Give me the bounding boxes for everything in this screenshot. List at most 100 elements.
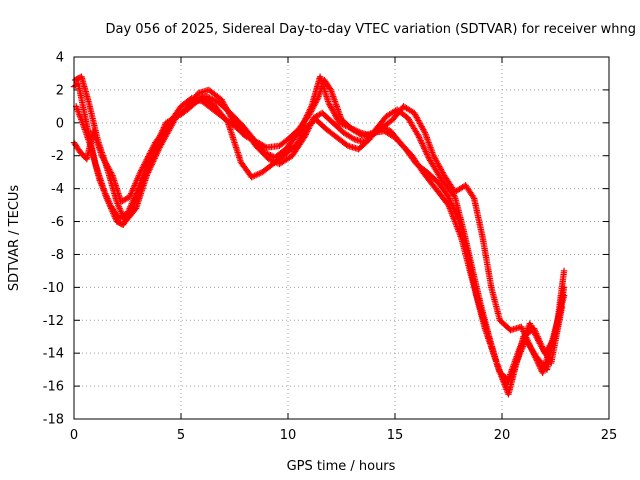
- series-marker-trail: [388, 129, 404, 147]
- series-marker-trail: [401, 104, 416, 116]
- y-tick-label: -10: [43, 281, 64, 296]
- series-marker-trail: [322, 78, 334, 92]
- plot-frame: [73, 56, 610, 420]
- series-marker-trail: [137, 140, 158, 174]
- series-marker-trail: [324, 127, 340, 140]
- series-marker-trail: [200, 99, 215, 112]
- series-marker-trail: [249, 169, 264, 180]
- x-tick-label: 10: [280, 428, 297, 443]
- series-marker-trail: [488, 285, 503, 322]
- series-marker-trail: [273, 146, 288, 160]
- y-tick-label: -6: [51, 215, 64, 230]
- y-axis-label: SDTVAR / TECUs: [7, 185, 22, 292]
- series-marker-trail: [271, 153, 286, 167]
- series-marker-trail: [119, 194, 132, 205]
- x-tick-label: 15: [387, 428, 404, 443]
- series-marker-trail: [234, 125, 248, 139]
- series-marker-trail: [330, 120, 346, 135]
- data-layer: [70, 73, 568, 398]
- series-marker-trail: [480, 315, 495, 349]
- series-marker-trail: [281, 142, 299, 158]
- series-marker-trail: [439, 178, 458, 199]
- series-marker-trail: [445, 203, 464, 240]
- data-point: [560, 267, 568, 275]
- x-tick-label: 5: [177, 428, 185, 443]
- data-point: [560, 292, 568, 299]
- series-marker-trail: [441, 173, 458, 194]
- x-tick-label: 25: [601, 428, 618, 443]
- series-marker-trail: [294, 124, 310, 146]
- series-marker-trail: [337, 120, 352, 131]
- series-marker-trail: [73, 104, 86, 125]
- series-marker-trail: [539, 335, 557, 375]
- y-tick-label: 0: [56, 116, 64, 131]
- series-marker-trail: [425, 170, 440, 185]
- series-marker-trail: [238, 160, 254, 179]
- series-marker-trail: [463, 183, 477, 201]
- series-trace-c: [70, 93, 566, 383]
- series-marker-trail: [335, 135, 350, 149]
- x-tick-label: 20: [494, 428, 511, 443]
- series-marker-trail: [97, 178, 113, 207]
- series-marker-trail: [75, 81, 88, 117]
- series-marker-trail: [420, 170, 438, 191]
- series-marker-trail: [109, 173, 124, 204]
- series-marker-trail: [225, 121, 244, 164]
- series-marker-trail: [488, 345, 503, 375]
- y-tick-label: -2: [51, 149, 64, 164]
- series-marker-trail: [356, 137, 372, 152]
- data-point: [203, 93, 210, 100]
- series-marker-trail: [399, 142, 415, 158]
- series-marker-trail: [550, 294, 567, 339]
- y-tick-label: -16: [43, 380, 64, 395]
- series-marker-trail: [135, 154, 154, 191]
- series-marker-trail: [213, 104, 231, 125]
- series-marker-trail: [127, 170, 143, 199]
- series-trace-d: [71, 73, 568, 377]
- series-marker-trail: [123, 206, 139, 224]
- series-marker-trail: [405, 116, 421, 138]
- chart-title: Day 056 of 2025, Sidereal Day-to-day VTE…: [106, 22, 637, 37]
- series-marker-trail: [94, 137, 111, 174]
- series-marker-trail: [409, 154, 426, 174]
- series-marker-trail: [431, 154, 447, 178]
- series-marker-trail: [133, 173, 150, 210]
- series-marker-trail: [277, 153, 295, 167]
- series-marker-trail: [217, 100, 233, 116]
- x-axis-label: GPS time / hours: [287, 459, 396, 474]
- series-marker-trail: [469, 277, 486, 319]
- series-marker-trail: [207, 87, 224, 102]
- series-marker-trail: [228, 110, 246, 129]
- data-point: [346, 124, 354, 131]
- x-tick-label: 0: [70, 428, 78, 443]
- data-point: [336, 119, 343, 127]
- series-marker-trail: [265, 142, 282, 151]
- series-marker-trail: [283, 130, 301, 151]
- series-marker-trail: [435, 180, 451, 199]
- y-tick-label: 2: [56, 83, 64, 98]
- series-marker-trail: [86, 101, 101, 141]
- series-marker-trail: [411, 111, 428, 135]
- series-marker-trail: [328, 88, 345, 122]
- series-marker-trail: [497, 318, 513, 333]
- series-marker-trail: [380, 117, 395, 130]
- data-point: [526, 320, 534, 327]
- series-marker-trail: [317, 75, 332, 105]
- series-marker-trail: [479, 236, 495, 289]
- series-marker-trail: [471, 197, 486, 240]
- series-marker-trail: [313, 117, 329, 132]
- series-marker-trail: [204, 94, 222, 106]
- series-marker-trail: [460, 228, 475, 270]
- series-marker-trail: [422, 131, 437, 158]
- series-marker-trail: [240, 124, 256, 142]
- y-tick-label: -14: [43, 347, 64, 362]
- series-marker-trail: [251, 137, 267, 155]
- series-marker-trail: [518, 325, 535, 352]
- series-marker-trail: [78, 75, 92, 105]
- data-point: [248, 173, 255, 181]
- series-marker-trail: [114, 219, 126, 228]
- series-marker-trail: [416, 134, 432, 161]
- series-marker-trail: [71, 140, 83, 155]
- series-marker-trail: [326, 101, 342, 125]
